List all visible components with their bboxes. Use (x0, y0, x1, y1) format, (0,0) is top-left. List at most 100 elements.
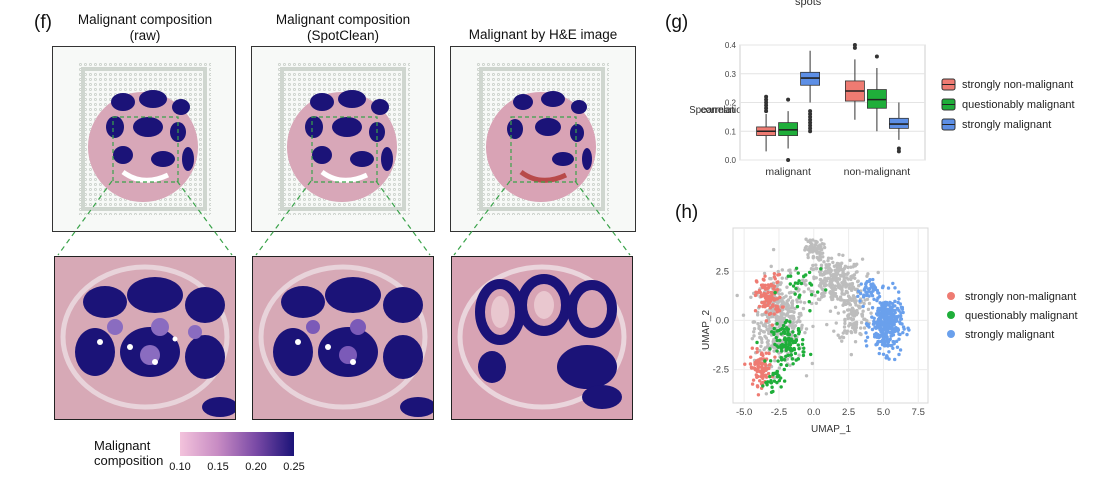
colorbar-title-line1: Malignant (94, 438, 151, 453)
umap-point-strongly-malignant (885, 328, 890, 333)
umap-point-questionably-malignant (824, 288, 828, 292)
umap-point-strongly-malignant (901, 310, 905, 315)
umap-point-strongly-malignant (876, 339, 880, 344)
umap-point-other (772, 349, 776, 353)
umap-point-other (749, 295, 753, 299)
umap-point-strongly-malignant (897, 290, 901, 294)
umap-point-strongly-non-malignant (758, 379, 762, 383)
umap-point-other (836, 297, 840, 301)
umap-point-other (822, 242, 826, 246)
umap-point-strongly-malignant (895, 345, 900, 349)
umap-point-questionably-malignant (815, 290, 820, 294)
umap-point-strongly-malignant (885, 307, 890, 312)
umap-point-strongly-malignant (878, 327, 882, 332)
umap-point-strongly-malignant (898, 348, 903, 352)
umap-point-other (811, 324, 815, 329)
umap-point-strongly-non-malignant (760, 352, 764, 356)
umap-point-questionably-malignant (808, 352, 813, 357)
umap-point-questionably-malignant (782, 379, 787, 383)
umap-point-strongly-malignant (891, 346, 895, 351)
umap-point-questionably-malignant (772, 379, 777, 383)
umap-point-questionably-malignant (788, 346, 792, 351)
umap-point-strongly-non-malignant (762, 300, 767, 304)
umap-point-other (859, 320, 864, 325)
umap-point-strongly-non-malignant (748, 355, 753, 359)
umap-point-strongly-non-malignant (750, 382, 755, 386)
umap-point-questionably-malignant (774, 335, 778, 340)
umap-xtick-3: 2.5 (842, 407, 855, 418)
box-outlier (764, 100, 769, 105)
title-spotclean-line1: Malignant composition (275, 12, 411, 27)
umap-point-other (786, 303, 791, 308)
umap-point-questionably-malignant (801, 350, 805, 354)
umap-point-other (834, 294, 839, 299)
umap-point-strongly-non-malignant (762, 294, 767, 298)
umap-point-strongly-malignant (897, 352, 901, 357)
umap-point-other (818, 257, 823, 262)
umap-point-questionably-malignant (796, 327, 801, 331)
cut-off-text: spots (795, 0, 822, 8)
umap-point-questionably-malignant (796, 343, 801, 347)
umap-point-other (840, 292, 845, 296)
umap-point-questionably-malignant (791, 340, 795, 345)
umap-point-questionably-malignant (769, 379, 773, 383)
colorbar-tick-0: 0.10 (169, 461, 191, 473)
umap-point-strongly-malignant (870, 306, 875, 310)
umap-point-strongly-malignant (859, 282, 863, 286)
umap-point-other (861, 309, 865, 313)
umap-point-other (848, 303, 853, 307)
umap-point-other (835, 261, 840, 266)
umap-point-other (797, 353, 801, 357)
umap-point-other (814, 301, 819, 305)
umap-point-strongly-malignant (864, 281, 868, 285)
umap-point-strongly-malignant (871, 277, 875, 282)
umap-point-other (843, 318, 847, 323)
umap-point-other (858, 305, 863, 309)
boxplot-ylabel-line2: correlation (701, 105, 748, 116)
umap-point-questionably-malignant (776, 359, 780, 363)
umap-point-strongly-non-malignant (761, 366, 765, 371)
umap-point-strongly-non-malignant (748, 362, 753, 366)
umap-point-strongly-malignant (876, 309, 880, 313)
umap-point-other (827, 265, 831, 270)
box-xtick-1: non-malignant (844, 166, 911, 178)
umap-point-other (846, 277, 851, 281)
umap-point-other (813, 246, 817, 250)
umap-point-other (804, 237, 808, 241)
umap-point-other (781, 316, 785, 320)
umap-point-other (755, 313, 760, 317)
umap-point-other (862, 326, 867, 330)
umap-point-other (819, 278, 823, 282)
zoom-spotclean-svg (253, 257, 433, 419)
umap-ytick-0: -2.5 (713, 365, 729, 376)
umap-point-other (774, 319, 778, 323)
umap-point-other (801, 278, 805, 282)
zoom-raw-svg (55, 257, 235, 419)
umap-point-questionably-malignant (784, 340, 788, 344)
umap-point-other (796, 318, 801, 323)
box-outlier (808, 109, 813, 114)
umap-point-strongly-non-malignant (778, 295, 782, 300)
umap-point-other (809, 247, 814, 252)
umap-legend-key-1 (947, 311, 955, 319)
umap-point-strongly-malignant (863, 287, 867, 291)
umap-point-other (757, 331, 762, 336)
umap-point-other (831, 290, 835, 295)
umap-point-other (804, 278, 808, 283)
umap-point-questionably-malignant (755, 340, 759, 345)
umap-point-other (806, 287, 811, 291)
umap-point-questionably-malignant (809, 292, 814, 297)
umap-point-other (814, 276, 818, 280)
umap-point-questionably-malignant (801, 337, 805, 342)
umap-point-questionably-malignant (773, 342, 777, 347)
umap-point-strongly-malignant (899, 317, 903, 321)
umap-point-strongly-malignant (889, 306, 894, 311)
umap-point-strongly-non-malignant (772, 271, 777, 276)
box-outlier (808, 114, 813, 119)
title-raw: Malignant composition (raw) (55, 12, 235, 44)
umap-point-other (836, 333, 840, 337)
umap-point-strongly-malignant (901, 330, 905, 335)
umap-point-strongly-non-malignant (773, 297, 778, 301)
umap-point-strongly-non-malignant (754, 279, 759, 283)
umap-point-other (860, 314, 865, 318)
